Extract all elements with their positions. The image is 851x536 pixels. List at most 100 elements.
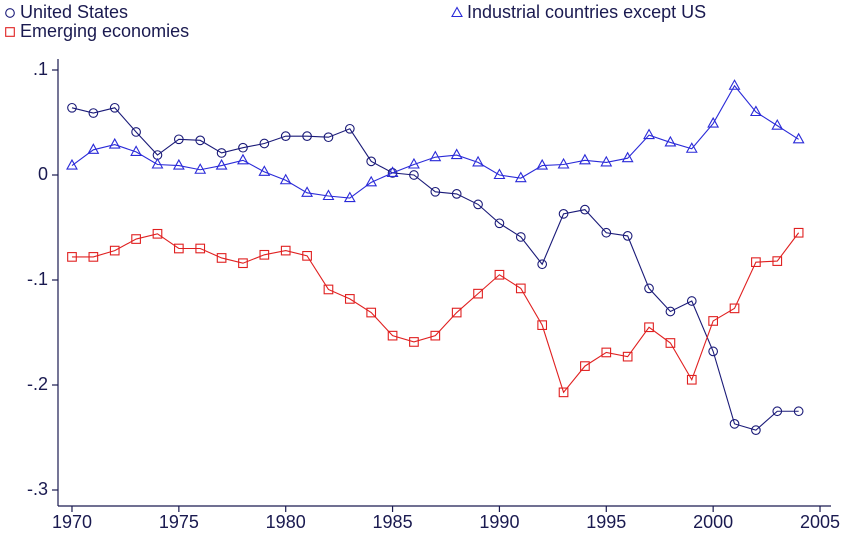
x-tick-label: 1990 [479, 512, 519, 532]
marker [622, 231, 633, 241]
legend-marker [5, 8, 15, 18]
marker [493, 168, 506, 180]
marker [87, 143, 100, 154]
x-tick-label: 1995 [586, 512, 626, 532]
marker [601, 227, 612, 238]
marker [708, 316, 719, 326]
marker [749, 105, 762, 117]
marker [365, 175, 378, 187]
marker [622, 351, 633, 362]
x-tick-label: 1970 [52, 512, 92, 532]
marker [643, 128, 655, 140]
legend-label: Emerging economies [20, 21, 189, 41]
marker [173, 134, 184, 145]
marker [195, 135, 206, 146]
x-tick-label: 2000 [693, 512, 733, 532]
marker [238, 142, 248, 153]
marker [515, 283, 526, 294]
marker [580, 204, 590, 215]
marker [537, 259, 548, 270]
marker [514, 171, 527, 183]
marker [237, 153, 249, 165]
marker [152, 228, 163, 239]
marker [430, 330, 441, 341]
marker [238, 258, 248, 269]
marker [473, 199, 483, 210]
marker [450, 148, 463, 160]
marker [707, 116, 720, 128]
marker [195, 243, 206, 254]
marker [771, 119, 784, 130]
marker [772, 406, 783, 417]
x-tick-label: 1975 [159, 512, 199, 532]
series-line [71, 107, 799, 431]
marker [644, 322, 654, 333]
marker [280, 245, 291, 256]
y-tick-label: -.2 [27, 374, 48, 394]
marker [173, 243, 184, 254]
x-tick-label: 1980 [266, 512, 306, 532]
series-line [71, 232, 800, 394]
marker [216, 253, 227, 263]
legend-label: United States [20, 2, 128, 22]
marker [151, 157, 164, 169]
marker [279, 173, 292, 185]
marker [258, 165, 271, 176]
marker [259, 249, 270, 260]
marker [473, 288, 483, 299]
marker [172, 158, 185, 170]
marker [558, 209, 569, 219]
marker [387, 168, 398, 178]
marker [558, 387, 569, 398]
marker [88, 252, 99, 262]
marker [66, 158, 78, 170]
marker [366, 156, 377, 167]
marker [494, 269, 505, 280]
marker [67, 252, 77, 262]
y-tick-label: .1 [33, 59, 48, 79]
marker [621, 151, 634, 163]
marker [67, 102, 77, 113]
marker [729, 419, 740, 429]
marker [793, 406, 804, 417]
y-tick-label: -.1 [27, 269, 48, 289]
marker [386, 166, 399, 177]
legend-label: Industrial countries except US [467, 2, 706, 22]
x-tick-label: 2005 [800, 512, 840, 532]
marker [215, 158, 228, 170]
marker [536, 158, 549, 170]
marker [665, 306, 676, 317]
marker [194, 163, 207, 174]
marker [131, 127, 141, 137]
x-tick-label: 1985 [373, 512, 413, 532]
marker [344, 294, 355, 304]
marker [472, 155, 484, 167]
marker [686, 296, 697, 306]
marker [259, 138, 270, 149]
legend-marker [451, 6, 463, 18]
marker [686, 374, 697, 385]
marker [108, 137, 121, 149]
marker [708, 346, 719, 357]
marker [430, 186, 441, 197]
marker [451, 189, 462, 199]
series-line [71, 84, 799, 199]
marker [728, 79, 741, 90]
marker [792, 132, 805, 144]
marker [772, 256, 783, 266]
marker [302, 131, 312, 141]
marker [109, 245, 120, 256]
y-tick-label: -.3 [27, 479, 48, 499]
marker [131, 234, 141, 244]
marker [323, 284, 334, 295]
marker [409, 337, 419, 347]
marker [578, 153, 591, 165]
marker [130, 145, 143, 156]
marker [323, 132, 334, 143]
marker [88, 108, 99, 118]
marker [301, 186, 314, 197]
marker [216, 148, 227, 158]
marker [366, 307, 377, 318]
marker [515, 232, 526, 242]
